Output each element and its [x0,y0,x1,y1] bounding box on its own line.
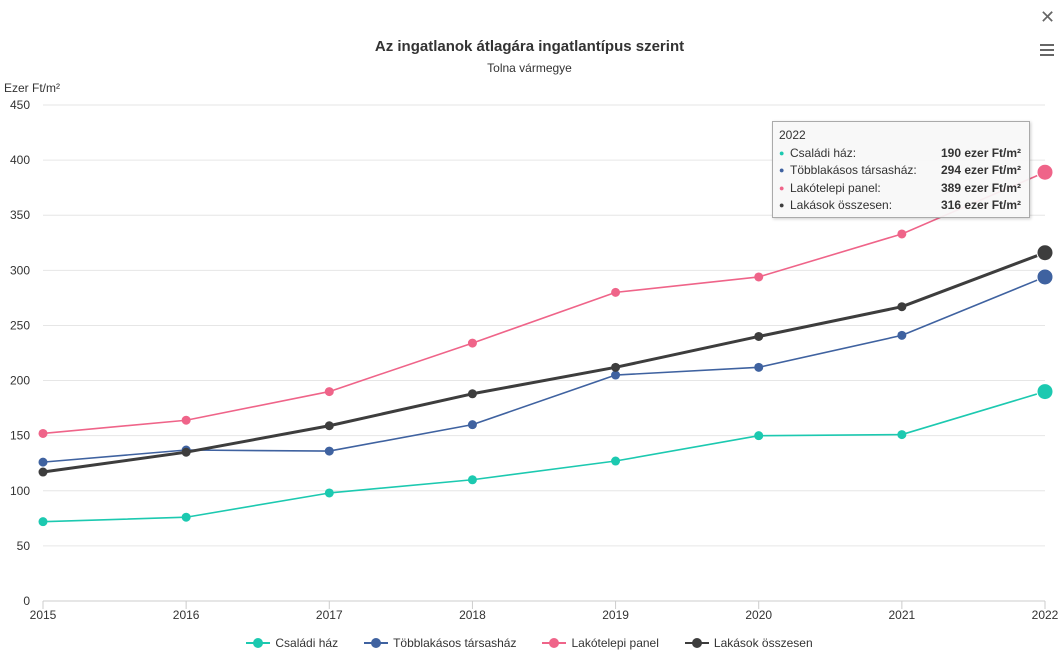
x-tick-label: 2019 [602,608,629,622]
legend-item-tobblakasos-tarsashaz[interactable]: Többlakásos társasház [364,634,516,652]
y-tick-label: 50 [17,539,31,553]
data-point[interactable] [897,302,907,312]
tooltip-row: ● Többlakásos társasház: 294 ezer Ft/m² [779,162,1023,180]
legend-line-marker-icon [246,637,271,649]
data-point[interactable] [181,415,191,425]
y-axis-ticks: 0 50 100 150 200 250 300 350 400 450 [10,98,30,608]
data-point[interactable] [1036,268,1054,286]
y-tick-label: 350 [10,208,30,222]
tooltip-series-name: Lakások összesen: [790,198,893,213]
x-tick-label: 2018 [459,608,486,622]
y-tick-label: 200 [10,374,30,388]
data-point[interactable] [897,430,907,440]
tooltip-series-value: 190 ezer Ft/m² [941,145,1022,160]
tooltip-header: 2022 [779,128,806,142]
series-line [42,390,1046,523]
x-tick-label: 2017 [316,608,343,622]
y-tick-label: 300 [10,263,30,277]
series-3 [38,244,1054,477]
legend-label: Családi ház [275,636,339,650]
y-axis-unit-label: Ezer Ft/m² [4,81,60,95]
data-point[interactable] [324,488,334,498]
data-point[interactable] [324,387,334,397]
data-point[interactable] [897,229,907,239]
data-point[interactable] [754,272,764,282]
legend-label: Többlakásos társasház [393,636,517,650]
data-point[interactable] [897,330,907,340]
data-point[interactable] [754,362,764,372]
y-tick-label: 0 [23,594,30,608]
data-point[interactable] [611,370,621,380]
data-point[interactable] [467,420,477,430]
series-2 [38,163,1054,438]
tooltip-series-name: Többlakásos társasház: [790,163,917,178]
legend-item-csaladi-haz[interactable]: Családi ház [246,634,338,652]
x-tick-label: 2015 [30,608,57,622]
y-tick-label: 250 [10,318,30,332]
close-icon[interactable]: ✕ [1040,7,1056,27]
y-tick-label: 400 [10,153,30,167]
legend-line-marker-icon [364,637,389,649]
data-point[interactable] [38,457,48,467]
data-point[interactable] [611,456,621,466]
tooltip-series-value: 389 ezer Ft/m² [941,180,1022,195]
data-point[interactable] [1036,383,1054,401]
legend: Családi ház Többlakásos társasház Lakóte… [0,634,1059,652]
series-layer [38,163,1054,527]
x-tick-label: 2020 [745,608,772,622]
y-tick-label: 100 [10,484,30,498]
data-point[interactable] [754,431,764,441]
data-point[interactable] [38,467,48,477]
bullet-icon: ● [779,182,785,193]
tooltip-row: ● Lakások összesen: 316 ezer Ft/m² [779,197,1023,215]
bullet-icon: ● [779,200,785,211]
data-point[interactable] [181,512,191,522]
series-line [42,276,1046,463]
chart-subtitle: Tolna vármegye [487,61,572,75]
tooltip-series-value: 316 ezer Ft/m² [941,198,1022,213]
tooltip-row: ● Családi ház: 190 ezer Ft/m² [779,144,1023,162]
tooltip-row: ● Lakótelepi panel: 389 ezer Ft/m² [779,179,1023,197]
data-point[interactable] [1036,163,1054,181]
x-axis: 2015 2016 2017 2018 2019 2020 2021 2022 [30,600,1059,622]
legend-label: Lakások összesen [713,636,813,650]
chart-title: Az ingatlanok átlagára ingatlantípus sze… [374,38,685,55]
tooltip: 2022 ● Családi ház: 190 ezer Ft/m² ● Töb… [772,121,1030,218]
series-line [42,251,1046,474]
y-tick-label: 150 [10,429,30,443]
series-1 [38,268,1054,467]
data-point[interactable] [324,446,334,456]
bullet-icon: ● [779,165,785,176]
data-point[interactable] [467,338,477,348]
bullet-icon: ● [779,147,785,158]
y-tick-label: 450 [10,98,30,112]
hamburger-menu-icon[interactable] [1040,44,1056,58]
data-point[interactable] [611,287,621,297]
data-point[interactable] [467,475,477,485]
data-point[interactable] [467,389,477,399]
series-0 [38,383,1054,527]
tooltip-series-name: Lakótelepi panel: [790,180,881,195]
data-point[interactable] [181,447,191,457]
data-point[interactable] [754,331,764,341]
legend-item-lakotelepi-panel[interactable]: Lakótelepi panel [542,634,659,652]
data-point[interactable] [324,421,334,431]
legend-line-marker-icon [542,637,567,649]
series-line [42,171,1046,435]
legend-line-marker-icon [684,637,709,649]
data-point[interactable] [611,362,621,372]
x-tick-label: 2016 [173,608,200,622]
x-tick-label: 2022 [1032,608,1059,622]
legend-item-lakasok-osszesen[interactable]: Lakások összesen [684,634,813,652]
tooltip-series-value: 294 ezer Ft/m² [941,163,1022,178]
x-tick-label: 2021 [889,608,916,622]
data-point[interactable] [38,517,48,527]
data-point[interactable] [38,428,48,438]
legend-label: Lakótelepi panel [571,636,659,650]
tooltip-series-name: Családi ház: [790,145,857,160]
data-point[interactable] [1036,244,1054,262]
